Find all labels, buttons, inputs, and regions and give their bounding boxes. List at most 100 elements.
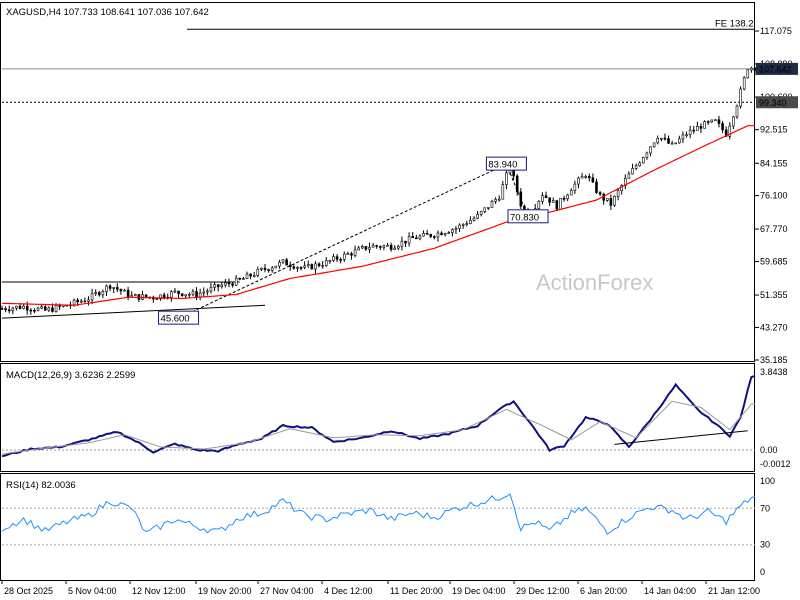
candle-body xyxy=(696,126,699,131)
candle-body xyxy=(537,201,541,209)
price-tick-label: 117.075 xyxy=(760,26,792,36)
annotation-label-0: 45.600 xyxy=(161,314,190,325)
candle-body xyxy=(314,263,317,270)
candle-body xyxy=(368,246,371,250)
candle-body xyxy=(382,245,386,248)
candle-body xyxy=(425,233,429,235)
candle-body xyxy=(415,237,418,240)
candle-body xyxy=(83,300,87,303)
candle-body xyxy=(750,67,753,71)
candle-body xyxy=(245,273,249,279)
rsi-tick-label: 70 xyxy=(760,503,770,513)
candle-body xyxy=(119,288,123,292)
candle-body xyxy=(126,289,130,298)
candle-body xyxy=(634,165,638,169)
watermark: ActionForex xyxy=(536,270,653,295)
candle-body xyxy=(94,292,97,294)
candle-body xyxy=(101,291,105,296)
candle-body xyxy=(188,293,191,296)
macd-tick-label: 3.8438 xyxy=(760,367,788,377)
candle-body xyxy=(202,291,206,294)
candle-body xyxy=(285,259,288,266)
candle-body xyxy=(47,307,51,311)
candle-body xyxy=(76,299,79,303)
candle-body xyxy=(33,309,36,312)
candle-body xyxy=(551,200,555,203)
candle-body xyxy=(706,121,710,123)
candle-body xyxy=(252,275,256,277)
candle-body xyxy=(587,176,591,179)
candle-body xyxy=(274,265,278,269)
candle-body xyxy=(717,119,721,124)
candle-body xyxy=(472,217,476,221)
candle-body xyxy=(443,233,447,236)
candle-body xyxy=(645,152,649,158)
candle-body xyxy=(123,289,126,292)
candle-body xyxy=(562,198,566,200)
candle-body xyxy=(710,119,714,123)
candle-body xyxy=(555,200,559,210)
candle-body xyxy=(515,175,519,193)
candle-body xyxy=(746,69,750,79)
candle-body xyxy=(97,292,101,296)
candle-body xyxy=(0,308,4,310)
price-tick-label: 51.355 xyxy=(760,290,788,300)
candle-body xyxy=(25,305,29,311)
candle-body xyxy=(220,284,224,288)
candle-body xyxy=(479,210,483,215)
candle-body xyxy=(544,195,548,198)
candle-body xyxy=(440,232,443,236)
fe-label: FE 138.2 xyxy=(715,18,754,29)
candle-body xyxy=(649,146,652,154)
candle-body xyxy=(609,198,613,206)
candle-body xyxy=(353,249,357,256)
candle-body xyxy=(209,286,213,292)
candle-body xyxy=(231,283,234,286)
candle-body xyxy=(72,299,76,306)
candle-body xyxy=(234,277,238,286)
candle-body xyxy=(115,287,119,290)
rsi-tick-label: 0 xyxy=(760,567,765,577)
candle-body xyxy=(728,125,732,137)
x-tick-label: 12 Nov 12:00 xyxy=(132,586,186,596)
candle-body xyxy=(483,207,487,212)
x-tick-label: 11 Dec 20:00 xyxy=(390,586,443,596)
candle-body xyxy=(620,185,623,191)
candle-body xyxy=(191,291,195,295)
candle-body xyxy=(577,177,580,185)
x-tick-label: 5 Nov 04:00 xyxy=(68,586,117,596)
candle-body xyxy=(487,207,490,209)
candle-body xyxy=(627,173,631,179)
price-tick-label: 59.685 xyxy=(760,257,788,267)
candle-body xyxy=(739,88,742,107)
candle-body xyxy=(238,277,242,280)
candle-body xyxy=(159,294,162,300)
trendline-2 xyxy=(178,163,507,319)
candle-body xyxy=(436,232,440,238)
candle-body xyxy=(678,138,681,144)
candles xyxy=(0,66,757,315)
x-tick-label: 21 Jan 12:00 xyxy=(708,586,760,596)
candle-body xyxy=(18,305,22,309)
candle-body xyxy=(566,194,569,200)
macd-series-signal xyxy=(1,400,755,455)
candle-body xyxy=(29,309,33,312)
candle-body xyxy=(656,138,660,144)
candle-body xyxy=(674,142,678,145)
candle-body xyxy=(389,244,393,250)
candle-body xyxy=(422,233,425,237)
candle-body xyxy=(616,190,620,197)
candle-body xyxy=(404,240,407,244)
candle-body xyxy=(433,236,436,238)
candle-body xyxy=(397,245,400,249)
candle-body xyxy=(263,267,267,270)
candle-body xyxy=(15,305,18,309)
candle-body xyxy=(379,246,382,248)
candle-body xyxy=(548,197,551,203)
candle-body xyxy=(584,176,587,178)
candle-body xyxy=(267,269,270,271)
rsi-pane: RSI(14) 82.0036 xyxy=(6,480,76,491)
candle-body xyxy=(242,278,245,280)
rsi-tick-label: 30 xyxy=(760,540,770,550)
candle-body xyxy=(735,105,739,118)
